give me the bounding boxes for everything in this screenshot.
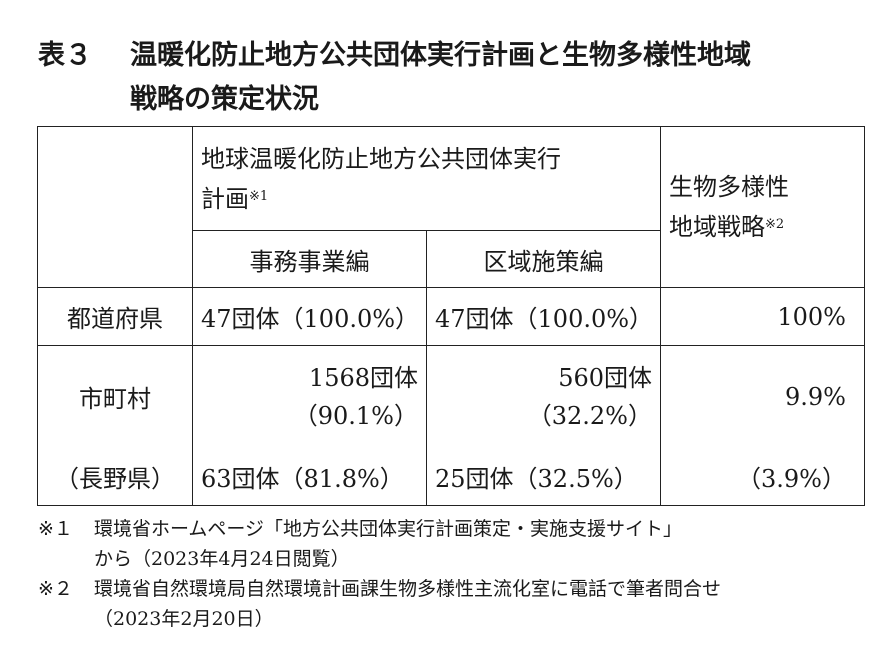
header-action-plan-line2: 計画 [201, 184, 249, 213]
title-line-2: 戦略の策定状況 [130, 84, 319, 115]
municipality-office-count: 1568団体 [308, 363, 418, 392]
title-line-1: 温暖化防止地方公共団体実行計画と生物多様性地域 [130, 40, 751, 71]
cell-municipality-bio: 9.9% [660, 345, 865, 448]
cell-prefecture-office: 47団体（100.0%） [192, 287, 427, 346]
empty-corner-cell [37, 126, 193, 288]
row-label-prefecture: 都道府県 [37, 287, 193, 346]
header-bio-line1: 生物多様性 [669, 173, 789, 201]
table-number: 表３ [38, 40, 92, 71]
footnote-ref-2: ※2 [765, 217, 785, 232]
municipality-office-pct: （90.1%） [293, 401, 418, 430]
cell-prefecture-bio: 100% [660, 287, 865, 346]
table-title: 表３ 温暖化防止地方公共団体実行計画と生物多様性地域 戦略の策定状況 [38, 34, 751, 122]
footnote-2-mark: ※２ [38, 578, 73, 600]
header-biodiversity-strategy: 生物多様性 地域戦略※2 [660, 126, 865, 288]
cell-nagano-office: 63団体（81.8%） [192, 447, 427, 506]
header-action-plan-line1: 地球温暖化防止地方公共団体実行 [201, 144, 561, 173]
row-label-municipality: 市町村 [37, 345, 193, 448]
footnote-1-line1: 環境省ホームページ「地方公共団体実行計画策定・実施支援サイト」 [94, 518, 683, 540]
footnote-1-line2: から（2023年4月24日閲覧） [94, 548, 350, 570]
footnote-2: ※２ 環境省自然環境局自然環境計画課生物多様性主流化室に電話で筆者問合せ （20… [38, 574, 890, 634]
header-bio-line2: 地域戦略 [669, 213, 765, 241]
cell-nagano-bio: （3.9%） [660, 447, 865, 506]
municipality-area-count: 560団体 [558, 363, 652, 392]
cell-municipality-office: 1568団体 （90.1%） [192, 345, 427, 448]
footnote-1: ※１ 環境省ホームページ「地方公共団体実行計画策定・実施支援サイト」 から（20… [38, 514, 890, 574]
footnotes: ※１ 環境省ホームページ「地方公共団体実行計画策定・実施支援サイト」 から（20… [38, 514, 890, 634]
footnote-1-mark: ※１ [38, 518, 73, 540]
footnote-ref-1: ※1 [249, 188, 269, 204]
cell-municipality-area: 560団体 （32.2%） [426, 345, 661, 448]
status-table: 地球温暖化防止地方公共団体実行 計画※1 生物多様性 地域戦略※2 事務事業編 … [37, 126, 865, 506]
header-action-plan: 地球温暖化防止地方公共団体実行 計画※1 [192, 126, 661, 231]
header-area-measures: 区域施策編 [426, 230, 661, 288]
row-label-nagano: （長野県） [37, 447, 193, 506]
municipality-area-pct: （32.2%） [527, 401, 652, 430]
header-office-projects: 事務事業編 [192, 230, 427, 288]
cell-nagano-area: 25団体（32.5%） [426, 447, 661, 506]
footnote-2-line2: （2023年2月20日） [94, 608, 274, 630]
footnote-1-body: 環境省ホームページ「地方公共団体実行計画策定・実施支援サイト」 から（2023年… [94, 514, 890, 574]
footnote-2-line1: 環境省自然環境局自然環境計画課生物多様性主流化室に電話で筆者問合せ [94, 578, 722, 600]
cell-prefecture-area: 47団体（100.0%） [426, 287, 661, 346]
footnote-2-body: 環境省自然環境局自然環境計画課生物多様性主流化室に電話で筆者問合せ （2023年… [94, 574, 890, 634]
